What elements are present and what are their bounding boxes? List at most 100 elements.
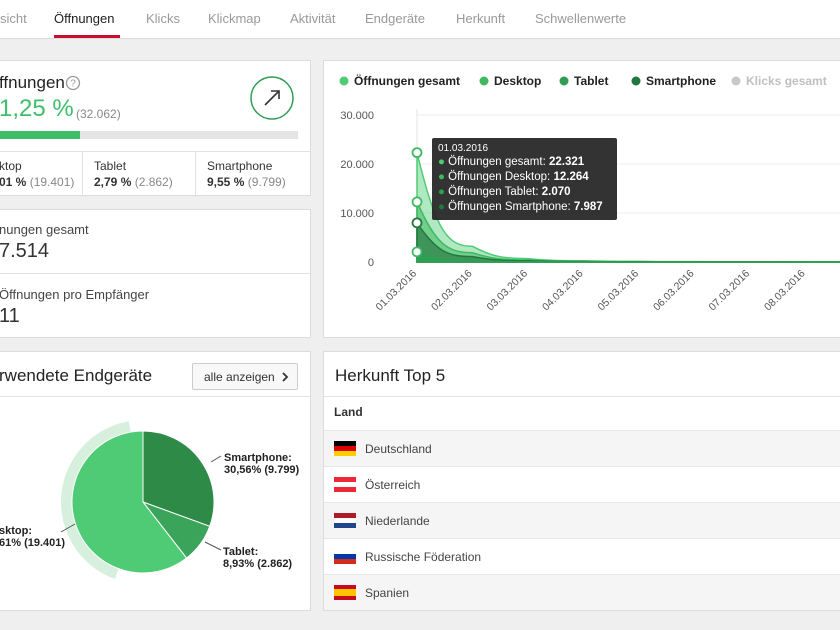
hover-marker (411, 147, 423, 159)
total-opens-label: nungen gesamt (0, 222, 89, 237)
opens-per-recipient-value: 11 (0, 305, 20, 327)
flag-icon (334, 477, 356, 492)
slice-name: Smartphone: (224, 452, 292, 464)
device-count: (9.799) (247, 175, 286, 189)
opens-progress-fill (0, 131, 80, 139)
x-tick-label: 01.03.2016 (373, 268, 419, 314)
opens-title: ffnungen (0, 73, 65, 92)
show-all-label: alle anzeigen (204, 370, 275, 384)
pie-slice (142, 430, 215, 527)
flag-icon (334, 585, 356, 600)
slice-label-tablet: Tablet: 8,93% (2.862) (223, 546, 292, 570)
series-area (416, 250, 840, 263)
x-tick-label: 04.03.2016 (540, 268, 586, 314)
country-row[interactable]: Spanien (324, 574, 840, 610)
tooltip-label: Öffnungen Desktop: (448, 171, 551, 183)
tooltip-line: ● Öffnungen Desktop: 12.264 (438, 171, 589, 183)
hover-marker (411, 217, 423, 229)
country-row[interactable]: Niederlande (324, 502, 840, 539)
flag-icon (334, 549, 356, 564)
tab-endgeraete[interactable]: Endgeräte (365, 11, 425, 26)
device-label-tablet: Tablet (94, 159, 127, 173)
tooltip-value: 7.987 (573, 201, 603, 213)
device-stat-smartphone: 9,55 % (9.799) (207, 175, 286, 189)
device-count: (2.862) (134, 175, 173, 189)
slice-value: 8,93% (2.862) (223, 558, 293, 570)
total-opens-value: 7.514 (0, 240, 50, 262)
slice-name: sktop: (0, 525, 32, 537)
tooltip-line: ● Öffnungen gesamt: 22.321 (438, 156, 585, 168)
devices-title: rwendete Endgeräte (0, 366, 153, 385)
devices-card: rwendete Endgeräte alle anzeigen Smartph… (0, 351, 311, 611)
column-header-country: Land (334, 405, 363, 419)
tooltip-value: 12.264 (553, 171, 589, 183)
slice-value: 30,56% (9.799) (224, 464, 300, 476)
divider (0, 396, 310, 397)
opens-count: (32.062) (76, 107, 121, 121)
y-tick-label: 20.000 (340, 159, 374, 171)
tab-bar: sicht Öffnungen Klicks Klickmap Aktivitä… (0, 0, 840, 39)
arrow-up-right-icon (250, 76, 294, 120)
legend-item[interactable]: Desktop (479, 74, 542, 88)
leader-line (60, 523, 76, 533)
chart-tooltip: 01.03.2016 ● Öffnungen gesamt: 22.321 ● … (432, 138, 617, 220)
divider (0, 273, 310, 274)
device-percent: 2,79 % (94, 175, 132, 189)
hover-marker (411, 246, 423, 258)
y-tick-label: 10.000 (340, 208, 374, 220)
divider (82, 151, 83, 195)
show-all-button[interactable]: alle anzeigen (192, 363, 298, 390)
leader-line (204, 541, 222, 551)
active-tab-indicator (54, 35, 120, 38)
tab-uebersicht[interactable]: sicht (0, 11, 27, 26)
device-percent: 9,55 % (207, 175, 245, 189)
origin-title: Herkunft Top 5 (335, 366, 446, 385)
country-row[interactable]: Österreich (324, 466, 840, 503)
device-count: (19.401) (29, 175, 75, 189)
legend-marker (559, 76, 569, 86)
tooltip-value: 22.321 (548, 156, 585, 168)
device-stat-desktop: 01 % (19.401) (0, 175, 74, 189)
x-tick-label: 03.03.2016 (484, 268, 530, 314)
x-tick-label: 05.03.2016 (595, 268, 641, 314)
device-percent: 01 % (0, 175, 27, 189)
legend-item[interactable]: Öffnungen gesamt (339, 73, 461, 88)
legend-label: Tablet (574, 74, 608, 88)
country-name: Deutschland (365, 442, 432, 456)
country-name: Spanien (365, 586, 410, 600)
slice-label-desktop: sktop: 61% (19.401) (0, 525, 65, 549)
chevron-right-icon (282, 372, 289, 382)
legend-item[interactable]: Klicks gesamt (731, 74, 827, 88)
legend-item[interactable]: Smartphone (631, 74, 717, 88)
tab-aktivitaet[interactable]: Aktivität (290, 11, 336, 26)
country-row[interactable]: Russische Föderation (324, 538, 840, 575)
y-tick-label: 0 (368, 257, 374, 269)
country-name: Russische Föderation (365, 550, 482, 564)
opens-card: ffnungen ? 1,25 % (32.062) ktop 01 % (19… (0, 60, 311, 196)
tooltip-label: Öffnungen gesamt: (448, 156, 546, 168)
tab-klicks[interactable]: Klicks (146, 11, 180, 26)
tab-klickmap[interactable]: Klickmap (208, 11, 261, 26)
x-tick-label: 07.03.2016 (706, 268, 752, 314)
country-name: Niederlande (365, 514, 430, 528)
tab-schwellenwerte[interactable]: Schwellenwerte (535, 11, 627, 26)
hover-marker (411, 196, 423, 208)
legend-item[interactable]: Tablet (559, 74, 609, 88)
legend-marker (479, 76, 489, 86)
flag-icon (334, 441, 356, 456)
tab-herkunft[interactable]: Herkunft (456, 11, 506, 26)
slice-name: Tablet: (223, 546, 259, 558)
slice-value: 61% (19.401) (0, 537, 66, 549)
tab-oeffnungen[interactable]: Öffnungen (54, 11, 115, 26)
opens-rate: 1,25 % (0, 95, 74, 122)
question-circle-icon[interactable]: ? (65, 75, 81, 91)
x-tick-label: 06.03.2016 (651, 268, 697, 314)
slice-label-smartphone: Smartphone: 30,56% (9.799) (224, 452, 299, 476)
pie-slice (71, 430, 188, 574)
legend-label: Desktop (494, 74, 541, 88)
svg-text:?: ? (70, 79, 76, 90)
device-label-desktop: ktop (0, 159, 22, 173)
y-tick-label: 30.000 (340, 110, 374, 122)
country-row[interactable]: Deutschland (324, 430, 840, 467)
x-tick-label: 02.03.2016 (429, 268, 475, 314)
